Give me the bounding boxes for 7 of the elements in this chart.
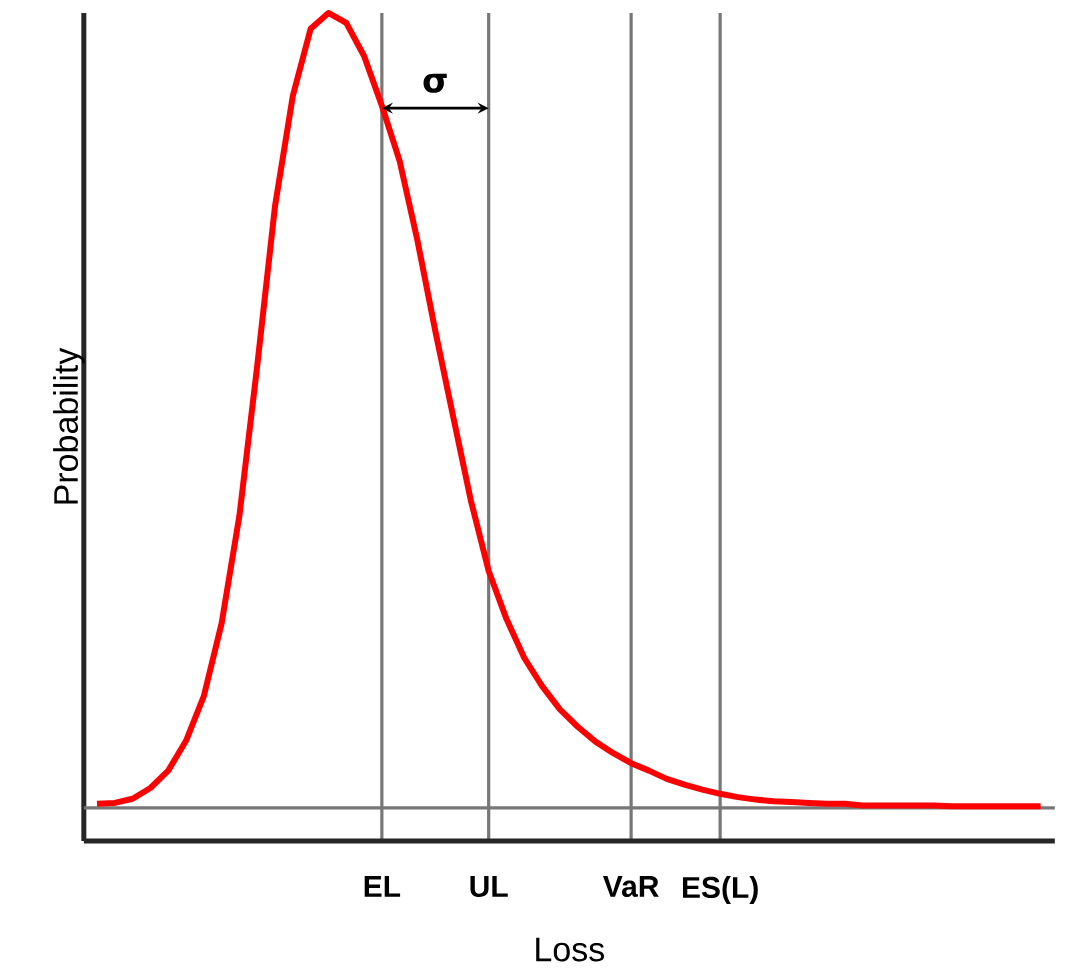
x-tick-label: UL [470, 876, 508, 897]
x-tick-label: VaR [602, 876, 659, 897]
x-axis-title: Loss [536, 937, 605, 962]
y-axis-title: Probability [53, 347, 85, 504]
x-tick-label: EL [364, 876, 401, 897]
x-tick-label: ES(L) [682, 876, 758, 905]
annotation: σ [423, 73, 447, 93]
